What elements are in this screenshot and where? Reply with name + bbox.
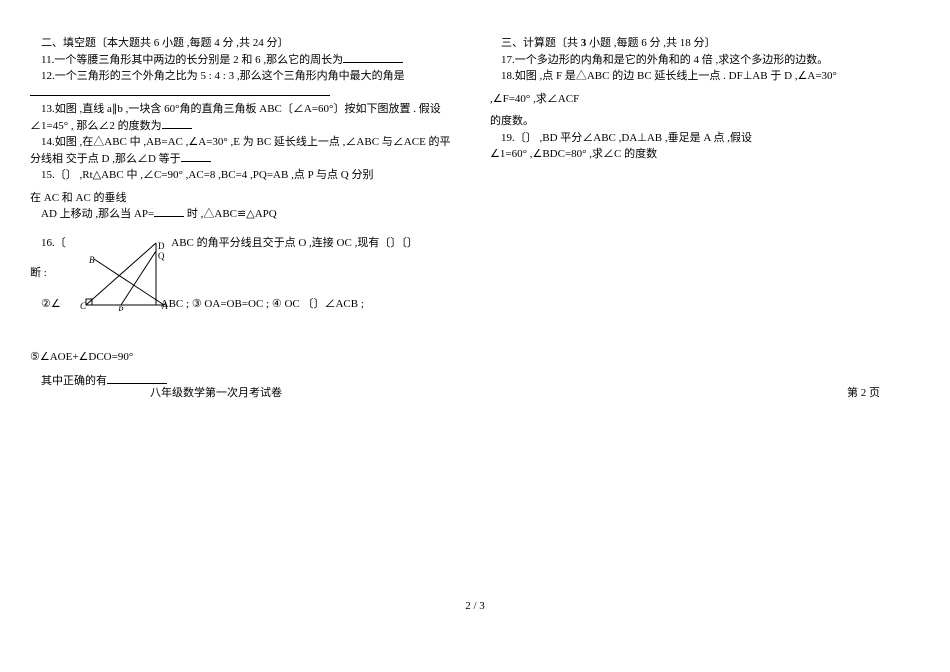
sec3-c: 小题 ,每题 6 分 ,共 18 分〕	[586, 37, 715, 49]
fig-label-p: P	[117, 305, 124, 311]
q16-line4: ⑤∠AOE+∠DCO=90°	[30, 349, 460, 366]
page-number: 2 / 3	[0, 598, 950, 615]
page-footer: 八年级数学第一次月考试卷 第 2 页	[30, 385, 920, 402]
q14: 14.如图 ,在△ABC 中 ,AB=AC ,∠A=30° ,E 为 BC 延长…	[30, 134, 460, 167]
q13-text: 13.如图 ,直线 a∥b ,一块含 60°角的直角三角板 ABC〔∠A=60°…	[30, 103, 441, 132]
q16-e: ABC ; ③ OA=OB=OC ; ④ OC 〔〕∠ACB ;	[161, 298, 364, 310]
q16-block: 16.〔 ABC 的角平分线且交于点 O ,连接 OC ,现有〔〕〔〕 断 : …	[30, 235, 460, 345]
left-column: 二、填空题〔本大题共 6 小题 ,每题 4 分 ,共 24 分〕 11.一个等腰…	[30, 35, 460, 390]
q13: 13.如图 ,直线 a∥b ,一块含 60°角的直角三角板 ABC〔∠A=60°…	[30, 101, 460, 134]
footer-left: 八年级数学第一次月考试卷	[30, 385, 282, 402]
q12: 12.一个三角形的三个外角之比为 5 : 4 : 3 ,那么这个三角形内角中最大…	[30, 68, 460, 101]
q15-line1: 15.〔〕 ,Rt△ABC 中 ,∠C=90° ,AC=8 ,BC=4 ,PQ=…	[30, 167, 460, 184]
fig-label-d: D	[158, 241, 165, 251]
fig-label-q: Q	[158, 251, 165, 261]
fig-label-b: B	[89, 255, 95, 265]
q16-b: ABC 的角平分线且交于点 O ,连接 OC ,现有〔〕〔〕	[171, 237, 418, 249]
footer-right: 第 2 页	[847, 385, 920, 402]
q19-line1: 19.〔〕 ,BD 平分∠ABC ,DA⊥AB ,垂足是 A 点 ,假设	[490, 130, 920, 147]
q16-a: 16.〔	[41, 237, 66, 249]
q15-line2: 在 AC 和 AC 的垂线	[30, 190, 460, 207]
q16-c: 断 :	[30, 267, 47, 279]
q15-c: AD 上移动 ,那么当 AP=	[41, 208, 154, 220]
q18-line1: 18.如图 ,点 F 是△ABC 的边 BC 延长线上一点 . DF⊥AB 于 …	[490, 68, 920, 85]
section-three-heading: 三、计算题〔共 3 小题 ,每题 6 分 ,共 18 分〕	[490, 35, 920, 52]
q16-d: ②∠	[41, 298, 61, 310]
q13-blank	[162, 118, 192, 129]
q19-line2: ∠1=60° ,∠BDC=80° ,求∠C 的度数	[490, 146, 920, 163]
fig-label-a: A	[161, 301, 168, 311]
sec3-a: 三、计算题〔共	[501, 37, 581, 49]
q12-blank	[30, 85, 330, 96]
q18-line2: ,∠F=40° ,求∠ACF	[490, 91, 920, 108]
q14-blank	[181, 151, 211, 162]
section-two-heading: 二、填空题〔本大题共 6 小题 ,每题 4 分 ,共 24 分〕	[30, 35, 460, 52]
q15-line3: AD 上移动 ,那么当 AP= 时 ,△ABC≌△APQ	[30, 206, 460, 223]
fig-label-c: C	[80, 301, 87, 311]
q11: 11.一个等腰三角形其中两边的长分别是 2 和 6 ,那么它的周长为	[30, 52, 460, 69]
q11-text: 11.一个等腰三角形其中两边的长分别是 2 和 6 ,那么它的周长为	[41, 54, 343, 66]
q16-blank	[107, 373, 167, 384]
q15-d: 时 ,△ABC≌△APQ	[184, 208, 277, 220]
q11-blank	[343, 52, 403, 63]
q14-text: 14.如图 ,在△ABC 中 ,AB=AC ,∠A=30° ,E 为 BC 延长…	[30, 136, 451, 165]
q17: 17.一个多边形的内角和是它的外角和的 4 倍 ,求这个多边形的边数。	[490, 52, 920, 69]
right-column: 三、计算题〔共 3 小题 ,每题 6 分 ,共 18 分〕 17.一个多边形的内…	[490, 35, 920, 390]
q12-text: 12.一个三角形的三个外角之比为 5 : 4 : 3 ,那么这个三角形内角中最大…	[41, 70, 405, 82]
q16-figure: D Q B C P A	[80, 241, 170, 311]
q15-blank	[154, 206, 184, 217]
q18-line3: 的度数。	[490, 113, 920, 130]
